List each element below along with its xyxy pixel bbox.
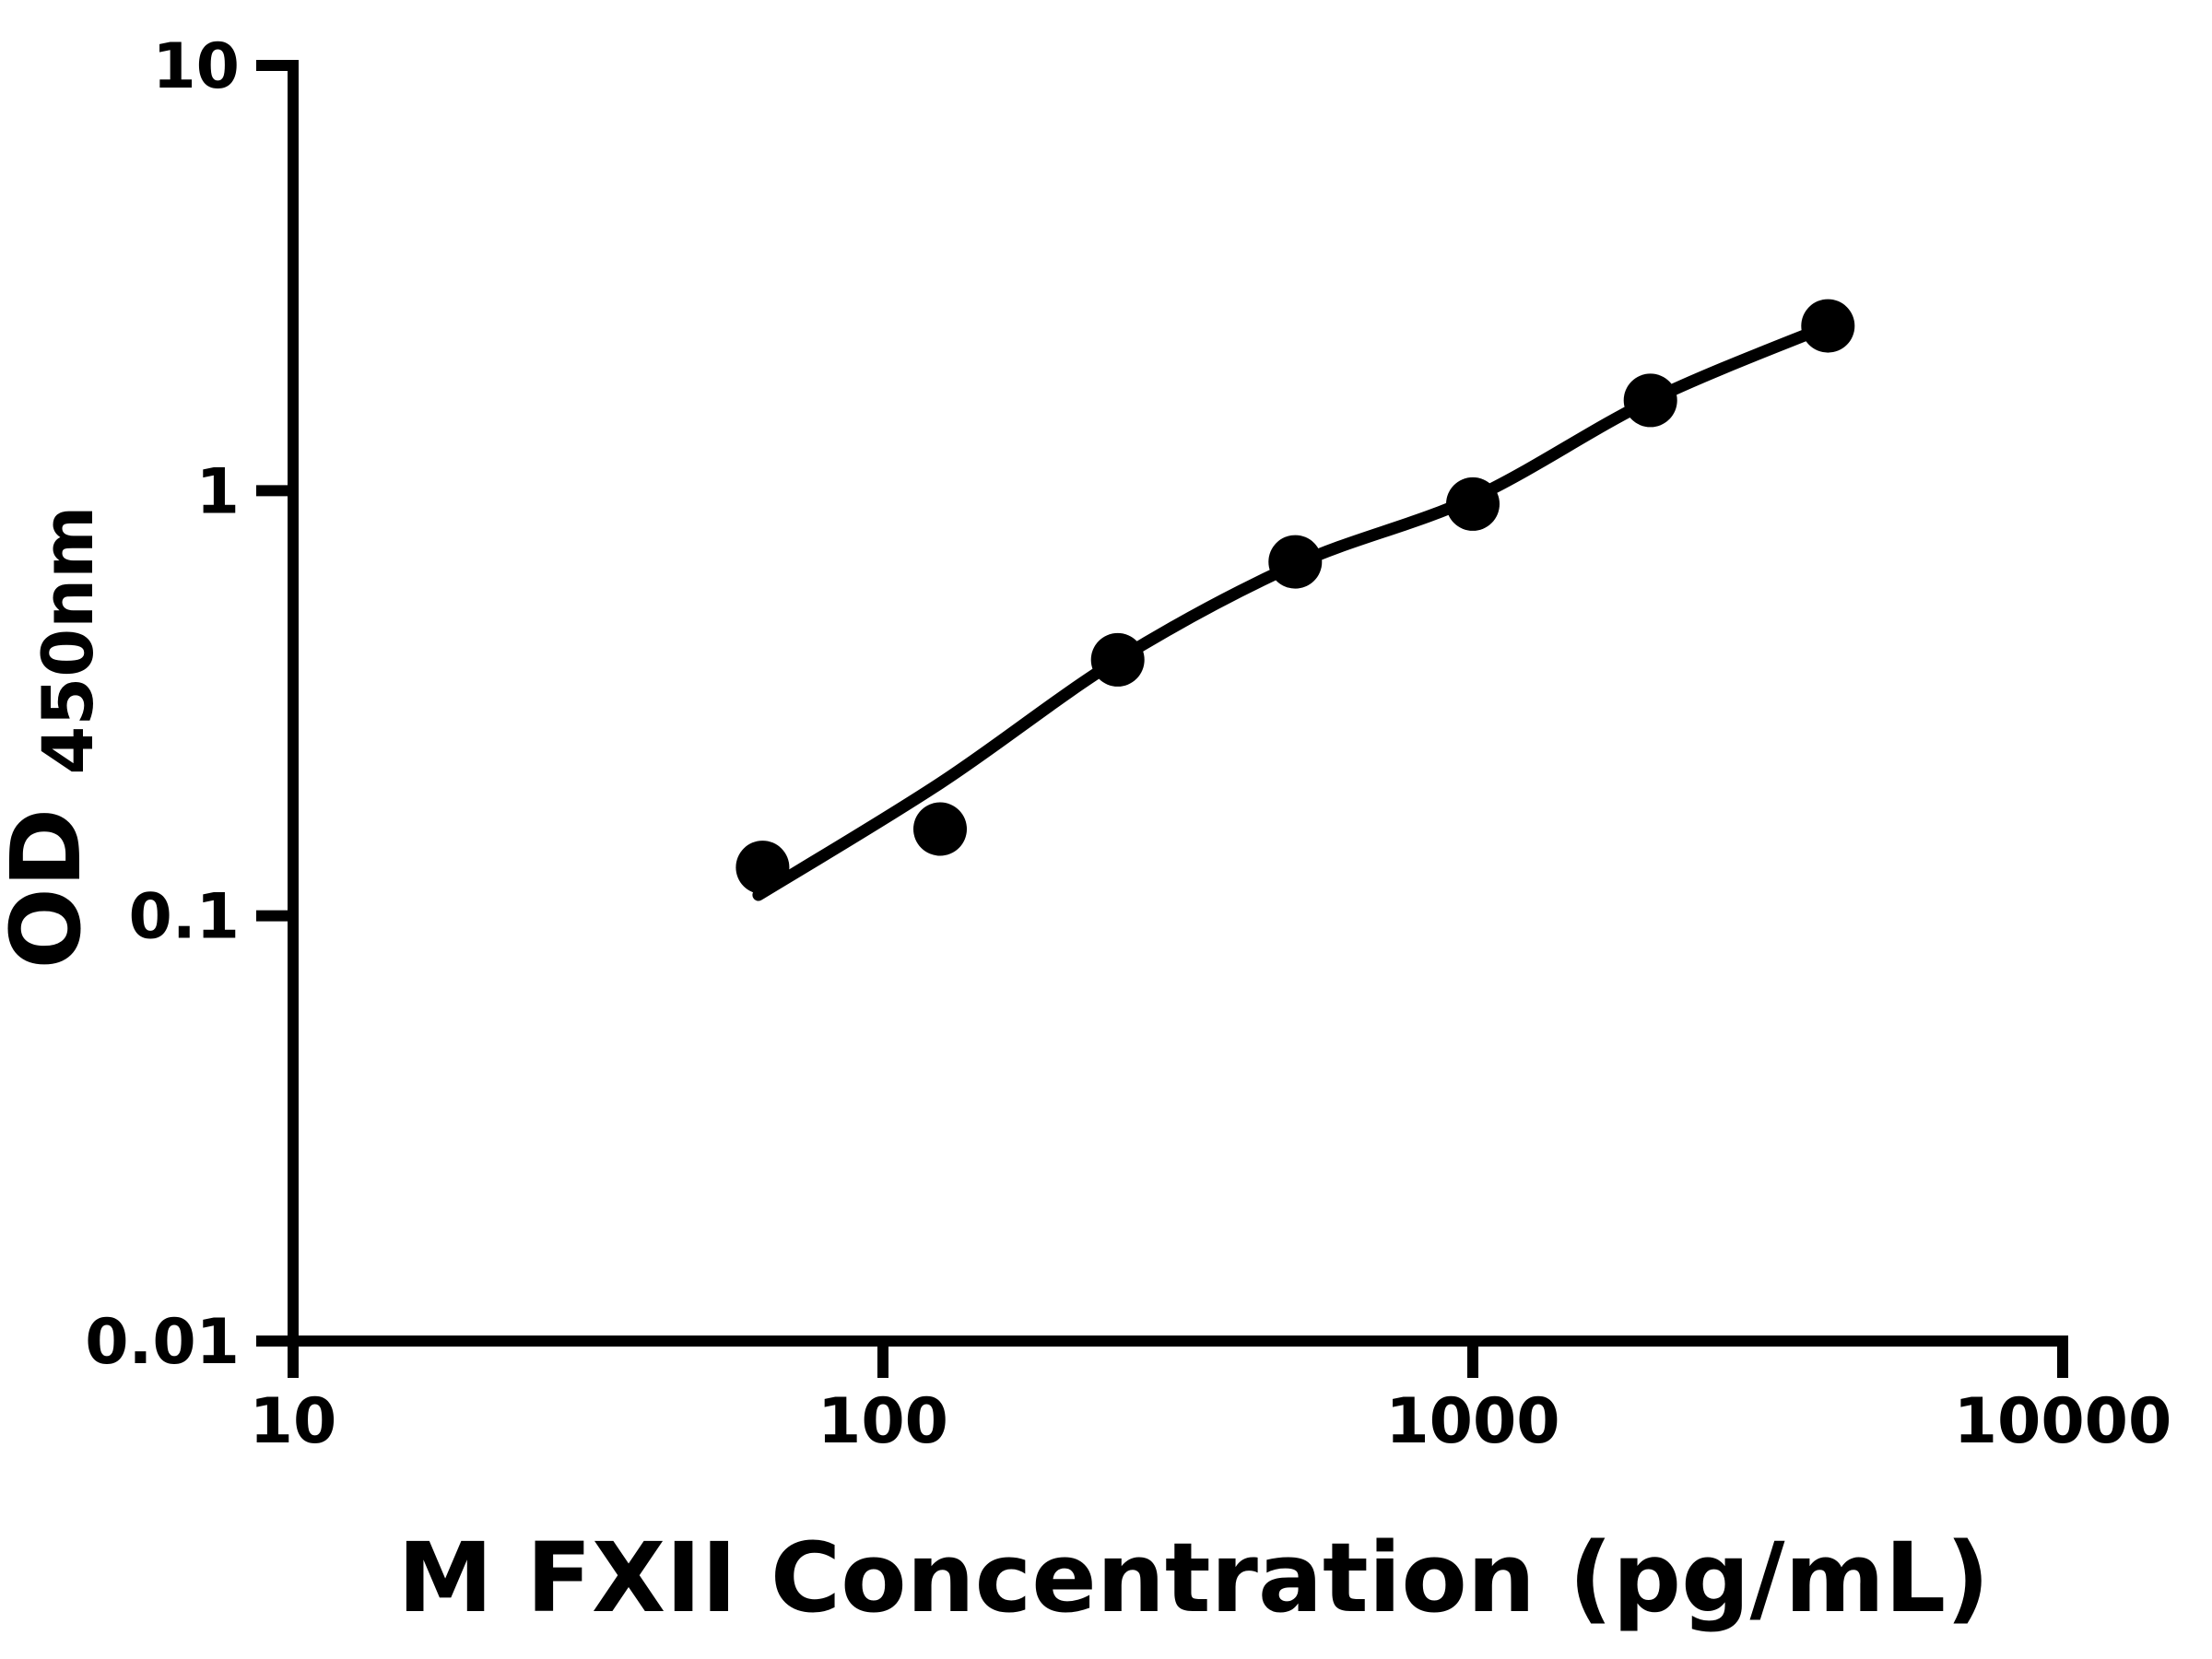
y-tick-label-0-1: 0.1 [129,881,240,954]
tick-labels: 10 1 0.1 0.01 10 100 1000 10000 [85,30,2171,1458]
y-axis-title: OD 450nm [0,506,109,970]
y-tick-label-10: 10 [152,30,240,103]
data-point [735,841,790,895]
y-tick-label-0-01: 0.01 [85,1306,240,1379]
data-point [1446,477,1500,531]
data-point [913,802,967,856]
y-axis-title-main: OD [0,808,102,970]
x-tick-label-10000: 10000 [1954,1385,2172,1458]
axes [288,60,2068,1347]
x-axis-title: M FXII Concentration (pg/mL) [397,1522,1989,1634]
data-point [1268,535,1323,589]
y-tick-label-1: 1 [196,455,240,528]
plot-area [735,299,1855,901]
x-tick-label-100: 100 [818,1385,948,1458]
y-axis-title-sub: 450nm [27,506,109,775]
x-tick-label-10: 10 [250,1385,337,1458]
axis-ticks [256,60,2068,1378]
data-point [1623,373,1677,428]
data-points [735,299,1855,895]
data-point [1090,632,1145,687]
x-tick-label-1000: 1000 [1385,1385,1559,1458]
data-point [1801,299,1855,353]
